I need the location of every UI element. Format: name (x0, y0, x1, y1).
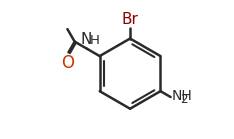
Text: NH: NH (172, 89, 192, 103)
Text: O: O (61, 54, 74, 72)
Text: Br: Br (122, 12, 139, 27)
Text: N: N (81, 32, 92, 47)
Text: H: H (90, 34, 100, 47)
Text: 2: 2 (180, 93, 188, 106)
